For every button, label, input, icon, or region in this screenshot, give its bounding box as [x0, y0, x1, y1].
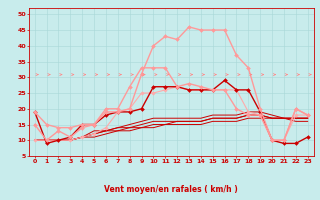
- Text: Vent moyen/en rafales ( km/h ): Vent moyen/en rafales ( km/h ): [104, 185, 238, 194]
